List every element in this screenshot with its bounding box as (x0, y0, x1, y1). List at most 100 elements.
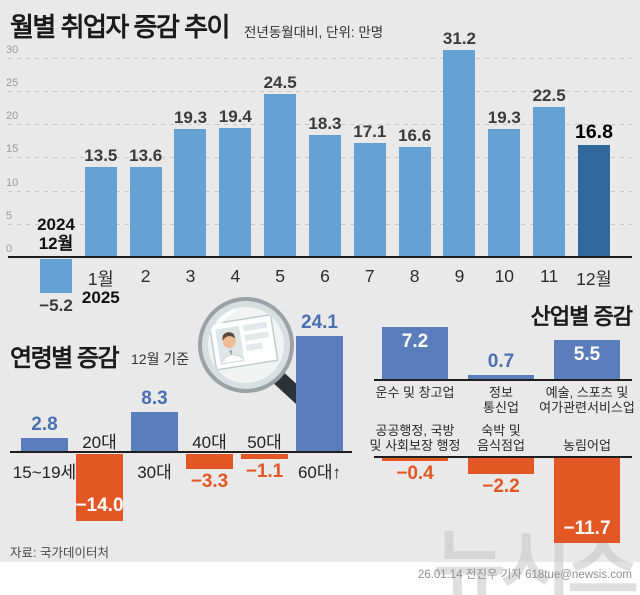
category-label: 예술, 스포츠 및 여가관련서비스업 (522, 385, 640, 415)
year-start-label: 2024 12월 (21, 215, 91, 253)
bar-value: 2.8 (31, 414, 58, 436)
bar (174, 128, 207, 257)
y-tick-label: 25 (6, 76, 19, 89)
y-tick-label: 20 (6, 110, 19, 122)
bar-value: 8.3 (141, 387, 168, 409)
bar (488, 128, 521, 257)
y-tick-label: 10 (6, 176, 19, 189)
category-line: 음식점업 (477, 438, 525, 453)
bar (84, 167, 117, 257)
bar-value: 24.1 (301, 311, 338, 333)
bar (468, 458, 534, 475)
bar-value: −2.2 (482, 476, 520, 498)
x-tick-label: 10 (494, 266, 515, 286)
bar (382, 327, 448, 380)
page-subtitle: 전년동월대비, 단위: 만명 (244, 25, 384, 40)
bar (353, 143, 386, 257)
bar (76, 453, 123, 522)
category-label: 숙박 및 음식점업 (436, 423, 566, 453)
category-line: 공공행정, 국방 (375, 423, 455, 438)
bar-value: −14.0 (75, 495, 124, 517)
bar-value: 13.5 (84, 146, 118, 166)
x-tick-label: 8 (409, 266, 420, 286)
category-line: 정보 (489, 385, 513, 400)
grid-line (8, 124, 632, 125)
x-axis-line (10, 450, 352, 453)
x-tick-label: 11 (540, 266, 559, 286)
y-tick-label: 5 (6, 209, 13, 222)
byline: 26.01.14 전진우 기자 618tue@newsis.com (417, 569, 632, 581)
page-title: 월별 취업자 증감 추이 (10, 12, 230, 42)
bar-value: 19.4 (218, 106, 252, 126)
bar (129, 166, 162, 257)
x-tick-label: 3 (185, 266, 196, 286)
category-label: 15~19세 (12, 463, 77, 482)
category-label: 60대↑ (297, 463, 342, 482)
bar (264, 94, 297, 257)
bar-value: −0.4 (396, 462, 434, 484)
bar (131, 411, 178, 452)
category-label: 40대 (192, 433, 227, 452)
bar (382, 458, 448, 461)
category-label: 농림어업 (522, 438, 640, 453)
bar-value: 16.8 (574, 121, 613, 144)
age-section-subtitle: 12월 기준 (131, 351, 190, 367)
x-tick-label: 12월 (576, 269, 612, 289)
bar (554, 339, 620, 380)
bar (21, 438, 68, 452)
category-line: 및 사회보장 행정 (369, 438, 461, 453)
category-label: 공공행정, 국방 및 사회보장 행정 (350, 423, 480, 453)
bar-value: −11.7 (563, 518, 611, 540)
category-line: 예술, 스포츠 및 (545, 385, 629, 400)
bar (219, 127, 252, 257)
category-line: 운수 및 창고업 (375, 385, 455, 400)
category-label: 20대 (82, 433, 117, 452)
x-tick-label: 1월 (87, 269, 114, 289)
category-label: 정보 통신업 (436, 385, 566, 415)
bar-value: −1.1 (245, 460, 284, 482)
source-note: 자료: 국가데이터처 (10, 546, 109, 560)
category-line: 여가관련서비스업 (539, 400, 635, 415)
x-tick-label: 4 (230, 266, 241, 286)
y-tick-label: 0 (6, 243, 13, 255)
bar (296, 335, 343, 452)
x-tick-label: 5 (275, 266, 285, 286)
bar-value: 19.3 (487, 107, 521, 127)
bar (443, 49, 476, 257)
category-line: 숙박 및 (481, 423, 521, 438)
bar (577, 145, 610, 257)
x-tick-label: 9 (454, 266, 465, 286)
bar-value: 5.5 (573, 343, 601, 365)
year-start-line: 12월 (38, 234, 74, 253)
category-line: 통신업 (483, 400, 519, 415)
bar-value: 13.6 (129, 145, 163, 165)
y-tick-label: 30 (6, 43, 19, 56)
year-label: 2025 (81, 288, 120, 307)
x-tick-label: 6 (320, 266, 330, 286)
bar-value: 16.6 (398, 125, 432, 145)
axis-line-top (374, 379, 632, 381)
x-tick-label: 2 (140, 266, 151, 286)
bar-value: 0.7 (487, 350, 515, 372)
category-label: 30대 (137, 463, 172, 482)
x-axis-line (8, 255, 632, 258)
footer-white-strip (0, 562, 640, 595)
bar-value: −3.3 (190, 471, 229, 493)
year-start-line: 2024 (37, 215, 75, 234)
bar-value: −5.2 (39, 296, 73, 316)
bar-value: 17.1 (353, 122, 387, 142)
bar (241, 453, 288, 459)
category-label: 운수 및 창고업 (350, 385, 480, 400)
bar (554, 458, 620, 544)
bar-value: 18.3 (308, 114, 342, 134)
bar-value: 22.5 (532, 86, 566, 106)
y-tick-label: 15 (6, 143, 19, 156)
category-label: 50대 (247, 433, 282, 452)
grid-line (8, 57, 632, 59)
bar (186, 453, 233, 470)
x-tick-label: 7 (364, 266, 375, 286)
